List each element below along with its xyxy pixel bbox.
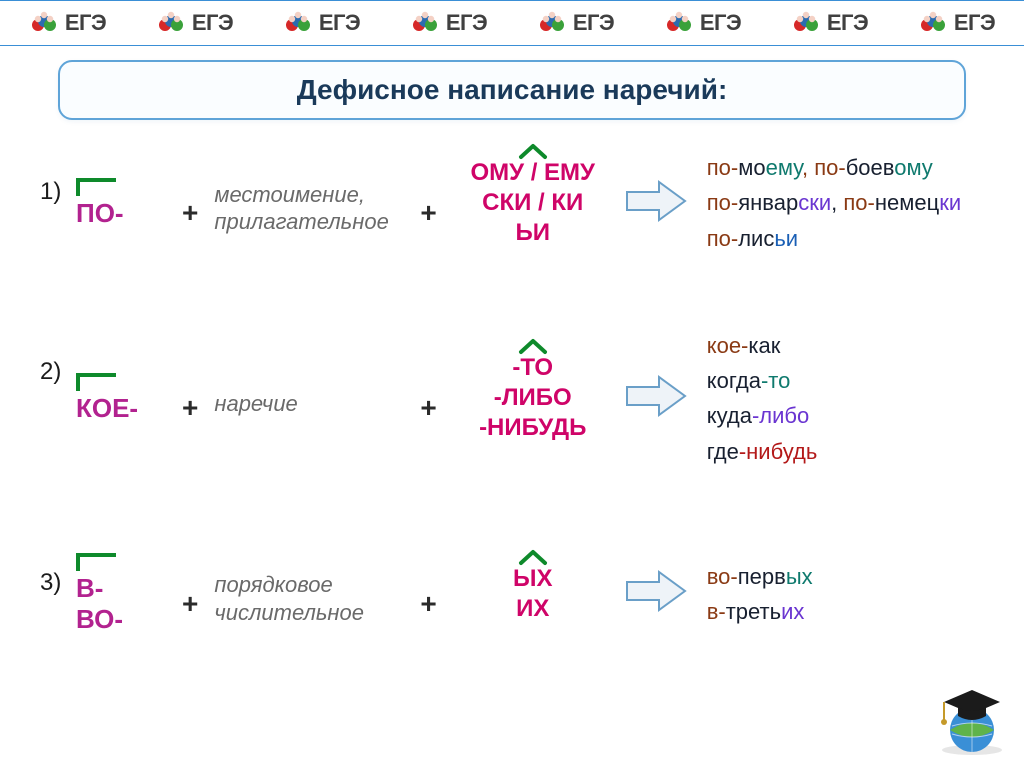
plus-sign: + [420,588,436,620]
prefix-text: В-ВО- [76,573,166,635]
plus-sign: + [420,197,436,229]
logo-text: ЕГЭ [827,10,868,36]
plus-sign: + [182,392,198,424]
ege-logo: ЕГЭ [29,7,106,40]
page-title: Дефисное написание наречий: [297,74,728,105]
ege-logo: ЕГЭ [283,7,360,40]
suffix-text: СКИ / КИ [453,188,613,218]
logo-text: ЕГЭ [700,10,741,36]
logo-text: ЕГЭ [319,10,360,36]
ege-logo: ЕГЭ [410,7,487,40]
people-icon [410,7,440,40]
people-icon [283,7,313,40]
prefix-text: КОЕ- [76,393,166,424]
arrow-icon [623,568,689,619]
middle-text: местоимение,прилагательное [214,181,404,236]
prefix-block: В-ВО- [76,573,166,635]
title-banner: Дефисное написание наречий: [58,60,966,120]
ege-logo: ЕГЭ [791,7,868,40]
ege-logo: ЕГЭ [664,7,741,40]
logo-bar: ЕГЭ ЕГЭ ЕГЭ ЕГЭ ЕГЭ ЕГЭ ЕГЭ ЕГЭ [0,0,1024,46]
example-line: куда-либо [707,398,818,433]
suffix-text: -НИБУДЬ [453,413,613,443]
suffix-text: -ЛИБО [453,383,613,413]
example-line: по-моему, по-боевому [707,150,961,185]
examples: по-моему, по-боевомупо-январски, по-неме… [707,150,961,256]
prefix-block: КОЕ- [76,393,166,424]
people-icon [537,7,567,40]
examples: во-первыхв-третьих [707,559,813,629]
graduation-globe-icon [930,680,1014,761]
example-line: когда-то [707,363,818,398]
suffix-caret-icon [518,138,548,168]
rule-row: 3)В-ВО- + порядковоечислительное + ЫХИХ во-пе… [40,539,984,649]
prefix-bracket-icon [76,176,120,201]
people-icon [664,7,694,40]
plus-sign: + [182,588,198,620]
suffix-block: ОМУ / ЕМУСКИ / КИЬИ [453,158,613,248]
middle-text: порядковоечислительное [214,571,404,626]
logo-text: ЕГЭ [446,10,487,36]
rules-container: 1)ПО- + местоимение,прилагательное + ОМУ / Е… [0,120,1024,649]
plus-sign: + [420,392,436,424]
suffix-block: -ТО-ЛИБО-НИБУДЬ [453,353,613,443]
suffix-caret-icon [518,544,548,574]
people-icon [156,7,186,40]
suffix-caret-icon [518,333,548,363]
ege-logo: ЕГЭ [537,7,614,40]
example-line: по-январски, по-немецки [707,185,961,220]
suffix-block: ЫХИХ [453,564,613,624]
people-icon [29,7,59,40]
rule-number: 1) [40,178,76,206]
ege-logo: ЕГЭ [918,7,995,40]
example-line: где-нибудь [707,434,818,469]
example-line: кое-как [707,328,818,363]
prefix-text: ПО- [76,198,166,229]
logo-text: ЕГЭ [954,10,995,36]
rule-row: 1)ПО- + местоимение,прилагательное + ОМУ / Е… [40,148,984,258]
suffix-text: ИХ [453,594,613,624]
plus-sign: + [182,197,198,229]
logo-text: ЕГЭ [192,10,233,36]
rule-row: 2)КОЕ- + наречие + -ТО-ЛИБО-НИБУДЬ кое-какког… [40,328,984,469]
example-line: в-третьих [707,594,813,629]
middle-text: наречие [214,390,404,418]
prefix-bracket-icon [76,551,120,576]
prefix-block: ПО- [76,198,166,229]
examples: кое-каккогда-токуда-либогде-нибудь [707,328,818,469]
example-line: по-лисьи [707,221,961,256]
rule-number: 2) [40,358,76,386]
suffix-text: ЬИ [453,218,613,248]
prefix-bracket-icon [76,371,120,396]
logo-text: ЕГЭ [65,10,106,36]
example-line: во-первых [707,559,813,594]
logo-text: ЕГЭ [573,10,614,36]
ege-logo: ЕГЭ [156,7,233,40]
people-icon [791,7,821,40]
arrow-icon [623,178,689,229]
rule-number: 3) [40,569,76,597]
people-icon [918,7,948,40]
arrow-icon [623,373,689,424]
